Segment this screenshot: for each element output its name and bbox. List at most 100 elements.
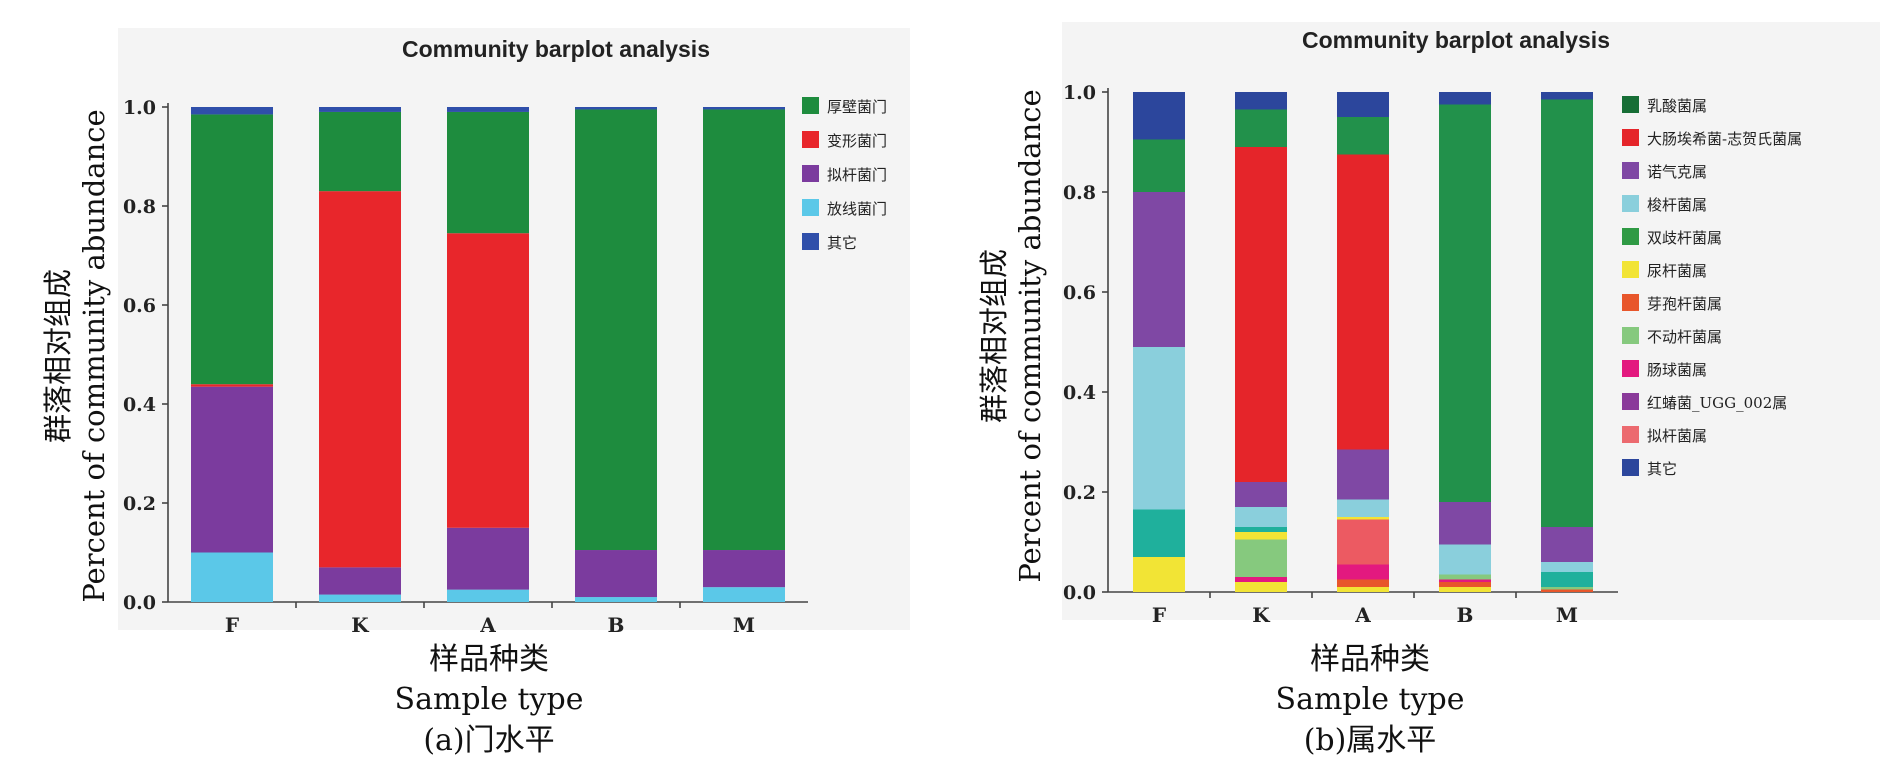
bar-segment xyxy=(319,594,401,602)
legend-swatch xyxy=(1622,195,1639,212)
y-axis-label-cn: 群落相对组成 xyxy=(41,269,75,443)
bar-segment xyxy=(575,597,657,602)
x-axis-label-en: Sample type xyxy=(1276,682,1465,717)
y-tick-label: 0.6 xyxy=(1063,282,1096,304)
bar-segment xyxy=(703,107,785,110)
bar-segment xyxy=(1235,539,1287,577)
bar-segment xyxy=(1133,509,1185,557)
legend-label: 肠球菌属 xyxy=(1647,361,1707,379)
legend-swatch xyxy=(802,233,819,250)
y-tick-label: 0.4 xyxy=(123,394,156,416)
bar-segment xyxy=(447,527,529,590)
bar-segment xyxy=(1337,517,1389,520)
legend-label: 梭杆菌属 xyxy=(1647,196,1707,214)
legend-swatch xyxy=(1622,228,1639,245)
bar-segment xyxy=(1541,527,1593,562)
y-axis-label-cn: 群落相对组成 xyxy=(977,249,1011,423)
legend-label: 拟杆菌门 xyxy=(827,166,887,184)
x-tick-label: M xyxy=(1556,603,1578,627)
axes: 0.0 0.2 0.4 0.6 0.8 1.0 F K A B M xyxy=(1063,82,1618,627)
y-axis-label-en: Percent of community abundance xyxy=(77,109,111,602)
x-tick-label: K xyxy=(1252,603,1270,627)
legend-swatch xyxy=(1622,129,1639,146)
x-tick-label: B xyxy=(1457,603,1474,627)
bar-segment xyxy=(1541,92,1593,100)
bar-segment xyxy=(1133,557,1185,592)
x-tick-label: F xyxy=(1152,603,1166,627)
y-tick-label: 0.0 xyxy=(123,592,156,614)
y-tick-label: 1.0 xyxy=(1063,82,1096,104)
x-tick-label: B xyxy=(608,613,625,637)
bar-segment xyxy=(447,111,529,234)
bar-segment xyxy=(1439,587,1491,592)
bar-segment xyxy=(1439,544,1491,575)
legend-label: 厚壁菌门 xyxy=(827,98,887,116)
legend-label: 其它 xyxy=(1647,460,1677,478)
bar-segment xyxy=(703,550,785,588)
bar-segment xyxy=(1541,572,1593,587)
x-tick-label: A xyxy=(1354,603,1371,627)
bar-segment xyxy=(1235,527,1287,532)
bar-segment xyxy=(1337,449,1389,500)
bars xyxy=(1133,92,1593,592)
legend-label: 变形菌门 xyxy=(827,132,887,150)
bar-segment xyxy=(1337,117,1389,155)
bar-segment xyxy=(1541,587,1593,590)
legend-swatch xyxy=(1622,360,1639,377)
legend-swatch xyxy=(1622,459,1639,476)
bar-segment xyxy=(447,107,529,112)
bars xyxy=(191,107,785,602)
bar-segment xyxy=(1133,192,1185,347)
chart-panel-a: Community barplot analysis 群落相对组成 Percen… xyxy=(41,28,910,758)
chart-title: Community barplot analysis xyxy=(402,36,710,62)
bar-segment xyxy=(1439,574,1491,580)
bar-segment xyxy=(1541,99,1593,527)
chart-title: Community barplot analysis xyxy=(1302,27,1610,53)
legend-swatch xyxy=(1622,327,1639,344)
bar-segment xyxy=(1337,587,1389,592)
caption: (a)门水平 xyxy=(423,723,554,758)
legend-label: 诺气克属 xyxy=(1647,163,1707,181)
legend-label: 放线菌门 xyxy=(827,200,887,218)
bar-segment xyxy=(1439,104,1491,502)
bar-segment xyxy=(1235,582,1287,592)
legend-label: 双歧杆菌属 xyxy=(1647,229,1722,247)
bar-segment xyxy=(1235,507,1287,527)
bar-segment xyxy=(447,233,529,528)
y-tick-label: 0.4 xyxy=(1063,382,1096,404)
legend-label: 尿杆菌属 xyxy=(1647,262,1707,280)
bar-segment xyxy=(1439,579,1491,582)
bar-segment xyxy=(1235,532,1287,540)
legend-swatch xyxy=(1622,96,1639,113)
legend-label: 其它 xyxy=(827,234,857,252)
y-axis-label: 群落相对组成 Percent of community abundance xyxy=(41,109,111,602)
bar-segment xyxy=(1337,519,1389,565)
bar-segment xyxy=(1439,582,1491,587)
bar-segment xyxy=(703,109,785,551)
bar-segment xyxy=(1337,564,1389,580)
legend-swatch xyxy=(802,131,819,148)
bar-segment xyxy=(703,587,785,602)
x-tick-label: K xyxy=(351,613,369,637)
bar-segment xyxy=(319,111,401,192)
legend-label: 乳酸菌属 xyxy=(1647,97,1707,115)
legend-swatch xyxy=(1622,426,1639,443)
x-tick-label: A xyxy=(479,613,496,637)
bar-segment xyxy=(319,107,401,112)
legend-swatch xyxy=(802,97,819,114)
bar-segment xyxy=(575,550,657,598)
y-tick-label: 0.6 xyxy=(123,295,156,317)
legend-swatch xyxy=(1622,294,1639,311)
bar-segment xyxy=(1235,109,1287,147)
legend-swatch xyxy=(1622,162,1639,179)
bar-segment xyxy=(1235,147,1287,482)
x-axis-label-cn: 样品种类 xyxy=(429,642,549,677)
legend-swatch xyxy=(1622,393,1639,410)
x-tick-label: F xyxy=(225,613,239,637)
legend-swatch xyxy=(802,199,819,216)
bar-segment xyxy=(1337,499,1389,517)
bar-segment xyxy=(1235,92,1287,110)
bar-segment xyxy=(1439,92,1491,105)
bar-segment xyxy=(319,567,401,595)
